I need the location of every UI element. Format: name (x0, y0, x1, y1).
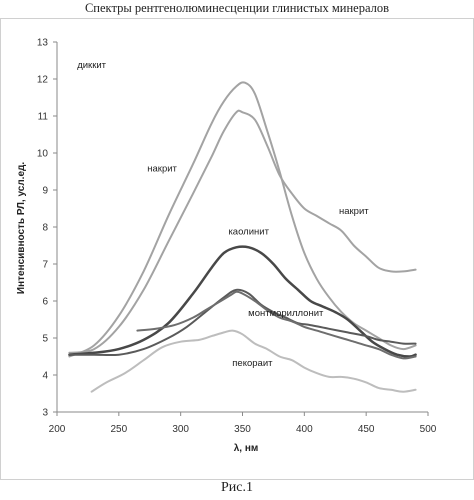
series-line-каолинит (68, 245, 417, 358)
series-line-curve-4 (136, 290, 417, 360)
series-line-диккит (68, 81, 417, 358)
x-tick-label: 200 (49, 424, 66, 435)
y-tick-label: 12 (37, 75, 49, 86)
x-tick-label: 450 (358, 424, 375, 435)
series-label-накрит: накрит (147, 164, 177, 175)
x-tick-label: 500 (420, 424, 437, 435)
chart-title: Спектры рентгенолюминесценции глинистых … (84, 1, 390, 15)
xrl-spectra-chart: 3 4 5 6 7 8 9 10 11 12 13 200 250 300 350 400 450 500 дик… (0, 18, 474, 480)
series-label-каолинит: каолинит (228, 226, 269, 237)
series-line-накрит (68, 109, 417, 354)
y-tick-label: 13 (37, 38, 49, 49)
series-label-пекораит: пекораит (232, 358, 273, 369)
chart-frame (0, 18, 474, 480)
series-labels: диккит накрит каолинит монтмориллонит пекора… (77, 60, 369, 369)
y-tick-label: 3 (42, 408, 48, 419)
x-axis-label: λ, нм (234, 443, 259, 454)
y-tick-label: 9 (42, 186, 48, 197)
x-tick-label: 400 (296, 424, 313, 435)
x-tick-label: 300 (172, 424, 189, 435)
series-label-накрит-right: накрит (339, 206, 369, 217)
y-tick-label: 11 (38, 112, 49, 123)
x-tick-label: 250 (110, 424, 127, 435)
series-label-диккит: диккит (77, 60, 106, 71)
series-label-монтмориллонит: монтмориллонит (248, 308, 324, 319)
x-tick-label: 350 (234, 424, 251, 435)
series-line-монтмориллонит (68, 288, 417, 357)
y-tick-label: 8 (42, 223, 48, 234)
y-tick-label: 5 (42, 334, 48, 345)
y-tick-label: 7 (42, 260, 48, 271)
axes: 3 4 5 6 7 8 9 10 11 12 13 200 250 300 350 400 450 500 (37, 38, 437, 436)
series-curves (68, 81, 417, 393)
series-line-пекораит (90, 329, 417, 393)
figure-caption: Рис.1 (221, 480, 253, 495)
y-tick-label: 10 (37, 149, 49, 160)
y-axis-label: Интенсивность РЛ, усл.ед. (16, 162, 27, 295)
y-tick-label: 6 (42, 297, 48, 308)
y-tick-label: 4 (42, 371, 48, 382)
